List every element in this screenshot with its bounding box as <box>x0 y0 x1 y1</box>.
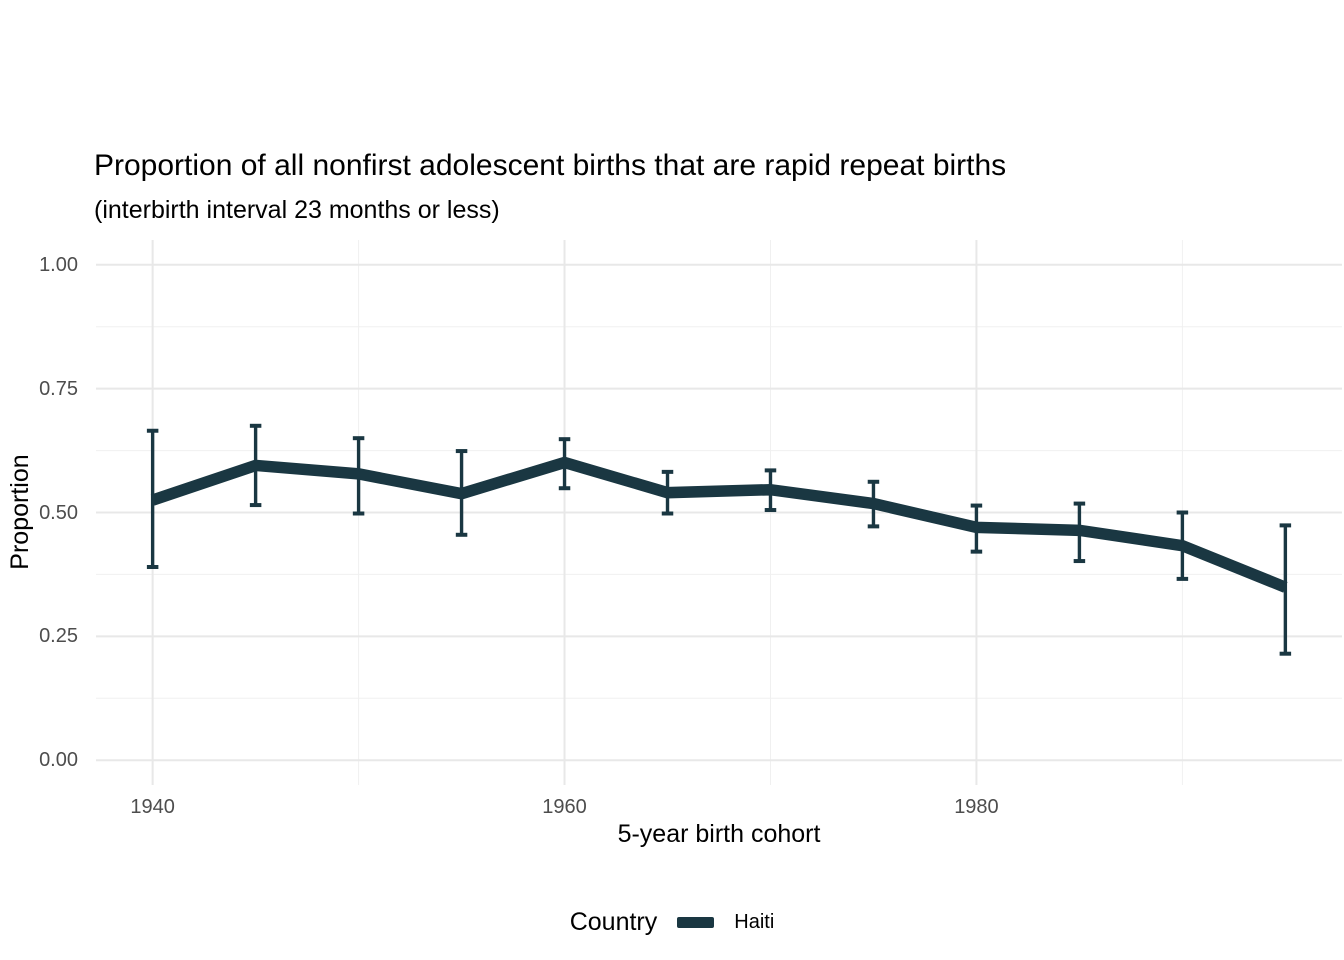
chart-subtitle: (interbirth interval 23 months or less) <box>94 196 500 224</box>
y-tick-label: 0.50 <box>39 501 78 524</box>
plot-canvas <box>96 240 1342 785</box>
x-axis-title: 5-year birth cohort <box>617 820 821 848</box>
x-tick-label: 1980 <box>954 796 999 818</box>
y-tick-label: 1.00 <box>39 253 78 276</box>
legend-item-haiti: Haiti <box>734 910 775 933</box>
y-tick-label: 0.25 <box>39 625 78 648</box>
legend-line-swatch <box>677 916 715 928</box>
y-tick-label: 0.00 <box>39 749 78 772</box>
y-tick-label: 0.75 <box>39 377 78 400</box>
plot-panel <box>96 240 1342 785</box>
x-tick-label: 1940 <box>130 796 175 818</box>
legend-title: Country <box>569 907 658 936</box>
chart-title: Proportion of all nonfirst adolescent bi… <box>94 149 1007 182</box>
legend: Country Haiti <box>0 905 1344 939</box>
x-tick-label: 1960 <box>542 796 587 818</box>
